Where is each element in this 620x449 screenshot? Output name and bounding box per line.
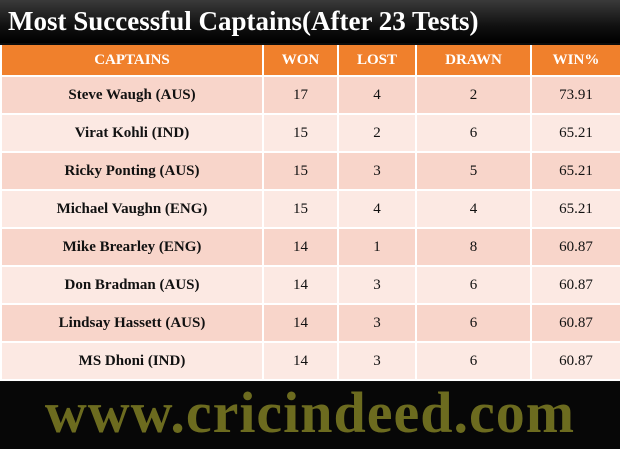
table-body: Steve Waugh (AUS) 17 4 2 73.91 Virat Kohli (I…: [0, 76, 620, 381]
stat-cell: 60.87: [530, 342, 620, 381]
stat-cell: 3: [337, 342, 417, 381]
captain-name: Virat Kohli (IND): [0, 114, 264, 153]
stat-cell: 6: [415, 342, 532, 381]
stat-cell: 65.21: [530, 190, 620, 229]
stat-cell: 17: [262, 76, 339, 115]
title: Most Successful Captains(After 23 Tests): [0, 0, 620, 43]
captain-name: MS Dhoni (IND): [0, 342, 264, 381]
table-row: Don Bradman (AUS) 14 3 6 60.87: [0, 266, 620, 305]
table-row: Mike Brearley (ENG) 14 1 8 60.87: [0, 228, 620, 267]
table-row: Lindsay Hassett (AUS) 14 3 6 60.87: [0, 304, 620, 343]
column-header: LOST: [337, 45, 417, 77]
stat-cell: 60.87: [530, 228, 620, 267]
stat-cell: 14: [262, 342, 339, 381]
stat-cell: 6: [415, 114, 532, 153]
stat-cell: 65.21: [530, 152, 620, 191]
stat-cell: 14: [262, 266, 339, 305]
table-row: Michael Vaughn (ENG) 15 4 4 65.21: [0, 190, 620, 229]
stat-cell: 4: [337, 190, 417, 229]
captain-name: Lindsay Hassett (AUS): [0, 304, 264, 343]
stat-cell: 4: [337, 76, 417, 115]
stat-cell: 6: [415, 304, 532, 343]
stat-cell: 15: [262, 152, 339, 191]
stat-cell: 4: [415, 190, 532, 229]
table-row: Ricky Ponting (AUS) 15 3 5 65.21: [0, 152, 620, 191]
stat-cell: 6: [415, 266, 532, 305]
stat-cell: 3: [337, 304, 417, 343]
column-header: WON: [262, 45, 339, 77]
captains-table: CAPTAINS WON LOST DRAWN WIN% Steve Waugh (AU…: [0, 45, 620, 381]
captain-name: Steve Waugh (AUS): [0, 76, 264, 115]
column-header: CAPTAINS: [0, 45, 264, 77]
website: www.cricindeed.com: [0, 382, 620, 449]
stat-cell: 60.87: [530, 304, 620, 343]
stat-cell: 15: [262, 114, 339, 153]
captain-name: Mike Brearley (ENG): [0, 228, 264, 267]
captain-name: Michael Vaughn (ENG): [0, 190, 264, 229]
stat-cell: 73.91: [530, 76, 620, 115]
table-row: MS Dhoni (IND) 14 3 6 60.87: [0, 342, 620, 381]
table-row: Steve Waugh (AUS) 17 4 2 73.91: [0, 76, 620, 115]
stat-cell: 5: [415, 152, 532, 191]
captain-name: Don Bradman (AUS): [0, 266, 264, 305]
stat-cell: 2: [415, 76, 532, 115]
header-row: CAPTAINS WON LOST DRAWN WIN%: [0, 45, 620, 77]
stat-cell: 3: [337, 152, 417, 191]
stat-cell: 14: [262, 228, 339, 267]
table-row: Virat Kohli (IND) 15 2 6 65.21: [0, 114, 620, 153]
stat-cell: 2: [337, 114, 417, 153]
column-header: WIN%: [530, 45, 620, 77]
stat-cell: 15: [262, 190, 339, 229]
stat-cell: 3: [337, 266, 417, 305]
stat-cell: 1: [337, 228, 417, 267]
stat-cell: 60.87: [530, 266, 620, 305]
stat-cell: 65.21: [530, 114, 620, 153]
stat-cell: 8: [415, 228, 532, 267]
captain-name: Ricky Ponting (AUS): [0, 152, 264, 191]
column-header: DRAWN: [415, 45, 532, 77]
stat-cell: 14: [262, 304, 339, 343]
